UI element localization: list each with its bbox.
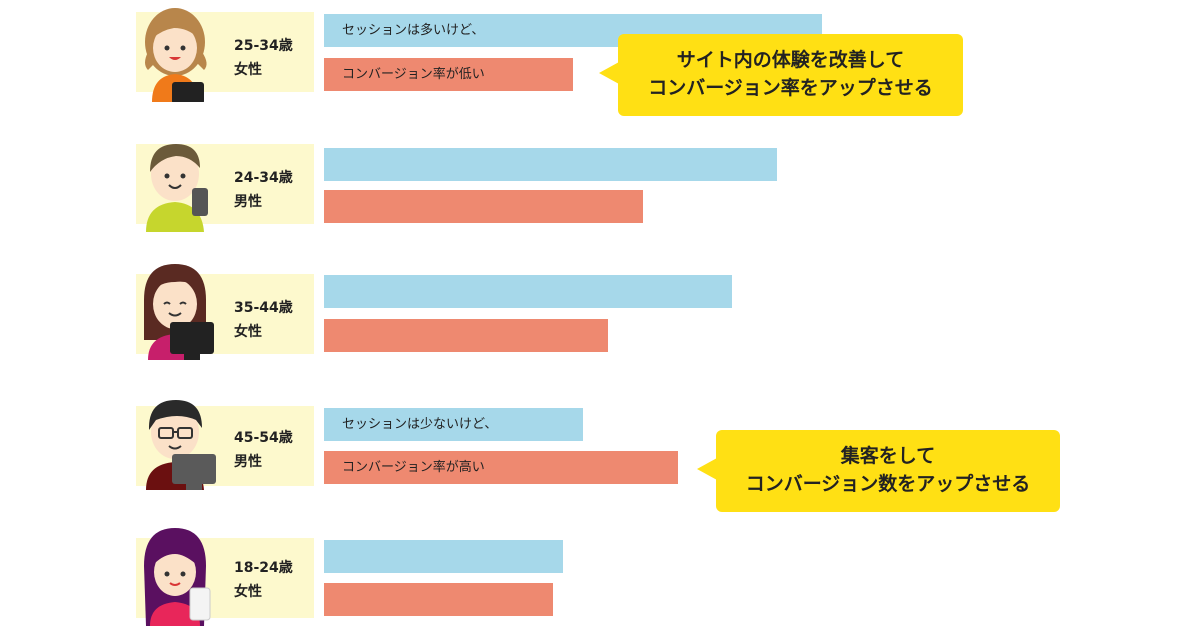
segment-gender: 女性 xyxy=(234,62,262,78)
segment-label: 18-24歳 女性 xyxy=(234,556,293,604)
segment-label: 25-34歳 女性 xyxy=(234,34,293,82)
conversion-bar: コンバージョン率が低い xyxy=(324,58,573,91)
segment-row: 25-34歳 女性 セッションは多いけど、 コンバージョン率が低い xyxy=(0,0,1200,110)
woman-tablet-icon xyxy=(145,8,207,102)
segment-row: 18-24歳 女性 xyxy=(0,526,1200,636)
segment-age: 18-24歳 xyxy=(234,560,293,576)
callout-line: サイト内の体験を改善して xyxy=(676,49,905,71)
segment-age: 25-34歳 xyxy=(234,38,293,54)
session-bar xyxy=(324,540,564,573)
segment-gender: 男性 xyxy=(234,454,262,470)
girl-phone-icon xyxy=(144,528,211,626)
segment-gender: 女性 xyxy=(234,324,262,340)
session-bar xyxy=(324,148,778,181)
man-smartphone-icon xyxy=(146,144,208,232)
callout-improve-experience: サイト内の体験を改善して コンバージョン率をアップさせる xyxy=(599,34,963,116)
conversion-bar xyxy=(324,319,608,352)
conversion-note: コンバージョン率が低い xyxy=(342,67,485,82)
conversion-bar xyxy=(324,583,554,616)
man-glasses-monitor-icon xyxy=(146,400,216,490)
segment-gender: 女性 xyxy=(234,584,262,600)
callout-line: コンバージョン率をアップさせる xyxy=(648,77,933,99)
callout-acquire-traffic: 集客をして コンバージョン数をアップさせる xyxy=(697,430,1060,512)
callout-line: コンバージョン数をアップさせる xyxy=(745,473,1031,495)
conversion-note: コンバージョン率が高い xyxy=(342,460,485,475)
segment-label: 24-34歳 男性 xyxy=(234,166,293,214)
segment-row: 45-54歳 男性 セッションは少ないけど、 コンバージョン率が高い xyxy=(0,394,1200,504)
segment-age: 24-34歳 xyxy=(234,170,293,186)
conversion-bar xyxy=(324,190,643,223)
segment-label: 45-54歳 男性 xyxy=(234,426,293,474)
session-bar: セッションは少ないけど、 xyxy=(324,408,583,441)
session-bar xyxy=(324,275,733,308)
session-note: セッションは少ないけど、 xyxy=(342,417,498,432)
segment-age: 35-44歳 xyxy=(234,300,293,316)
segment-label: 35-44歳 女性 xyxy=(234,296,293,344)
segment-row: 24-34歳 男性 xyxy=(0,132,1200,242)
session-note: セッションは多いけど、 xyxy=(342,23,485,38)
conversion-bar: コンバージョン率が高い xyxy=(324,451,678,484)
callout-line: 集客をして xyxy=(840,445,936,467)
segment-gender: 男性 xyxy=(234,194,262,210)
segment-row: 35-44歳 女性 xyxy=(0,262,1200,372)
woman-monitor-icon xyxy=(144,264,214,360)
segment-age: 45-54歳 xyxy=(234,430,293,446)
